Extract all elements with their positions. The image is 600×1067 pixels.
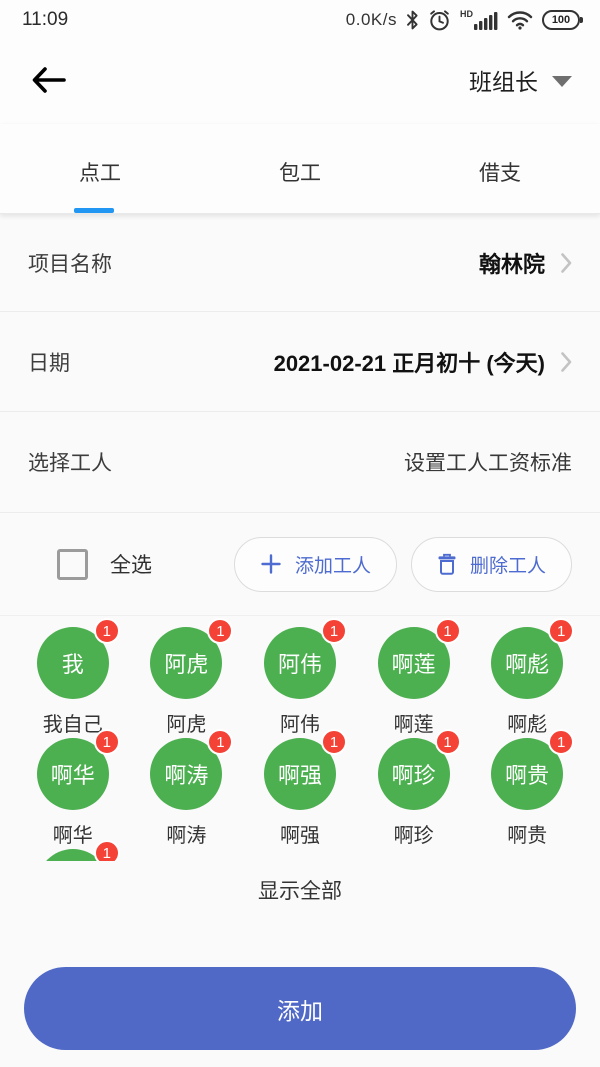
hd-badge: HD	[460, 9, 473, 19]
worker-chip[interactable]: 阿虎 1 阿虎	[130, 618, 244, 738]
worker-name: 我自己	[42, 714, 103, 736]
worker-chip[interactable]: 啊涛 1 啊涛	[130, 729, 244, 849]
chevron-right-icon	[561, 351, 572, 372]
project-name-value: 翰林院	[478, 251, 545, 277]
tab-loan[interactable]: 借支	[400, 124, 600, 213]
date-label: 日期	[28, 351, 70, 375]
chevron-down-icon	[552, 76, 572, 87]
add-submit-button[interactable]: 添加	[24, 967, 576, 1050]
tab-bar: 点工 包工 借支	[0, 124, 600, 214]
select-workers-row: 选择工人 设置工人工资标准	[0, 412, 600, 513]
status-icons: 0.0K/s HD	[345, 9, 583, 32]
cell-signal-icon: HD	[460, 9, 498, 31]
worker-avatar: 阿虎	[150, 627, 223, 699]
worker-avatar: 啊强	[263, 738, 336, 810]
status-bar: 11:09 0.0K/s HD	[0, 0, 600, 36]
chevron-right-icon	[561, 252, 572, 273]
delete-worker-button[interactable]: 删除工人	[410, 536, 572, 592]
worker-name: 啊强	[279, 825, 320, 847]
tab-label: 点工	[79, 162, 121, 185]
date-value: 2021-02-21 正月初十 (今天)	[273, 350, 545, 376]
worker-badge: 1	[434, 618, 461, 644]
bluetooth-icon	[406, 9, 419, 31]
worker-name: 啊华	[52, 825, 93, 847]
alarm-icon	[428, 9, 451, 32]
worker-name: 阿伟	[279, 714, 320, 736]
worker-name: 阿虎	[166, 714, 207, 736]
worker-avatar: 我	[36, 627, 109, 699]
tab-hourly-work[interactable]: 点工	[0, 124, 200, 213]
select-workers-label: 选择工人	[28, 452, 112, 475]
add-worker-label: 添加工人	[294, 555, 371, 577]
project-name-row[interactable]: 项目名称 翰林院	[0, 214, 600, 312]
battery-icon: 100	[542, 10, 583, 30]
wifi-icon	[507, 10, 533, 30]
back-arrow-icon	[32, 67, 66, 93]
tab-label: 借支	[479, 162, 521, 185]
worker-chip[interactable]: 阿伟 1 阿伟	[243, 618, 357, 738]
network-speed: 0.0K/s	[345, 10, 397, 29]
project-name-label: 项目名称	[28, 252, 112, 276]
worker-actions: 添加工人 删除工人	[233, 536, 572, 592]
role-label: 班组长	[469, 69, 538, 95]
trash-icon	[438, 553, 456, 575]
worker-badge: 1	[93, 729, 120, 755]
worker-badge: 1	[434, 729, 461, 755]
worker-badge: 1	[548, 729, 575, 755]
worker-avatar: 啊珍	[377, 738, 450, 810]
worker-badge: 1	[320, 729, 347, 755]
worker-name: 啊珍	[393, 825, 434, 847]
worker-chip[interactable]: 啊莲 1 啊莲	[357, 618, 471, 738]
delete-worker-label: 删除工人	[469, 555, 546, 577]
worker-name: 啊莲	[393, 714, 434, 736]
worker-grid: 我 1 我自己 阿虎 1 阿虎 阿伟 1 阿伟 啊莲 1 啊莲 啊彪 1 啊彪 …	[0, 616, 600, 861]
worker-chip[interactable]: 啊彪 1 啊彪	[470, 618, 584, 738]
select-all-label: 全选	[110, 554, 152, 577]
app-header: 班组长	[0, 36, 600, 124]
worker-name: 啊涛	[166, 825, 207, 847]
worker-badge: 1	[548, 618, 575, 644]
worker-badge: 1	[320, 618, 347, 644]
active-tab-indicator	[74, 208, 114, 213]
tab-contract-work[interactable]: 包工	[200, 124, 400, 213]
worker-avatar: 阿伟	[263, 627, 336, 699]
worker-chip[interactable]: 我 1 我自己	[16, 618, 130, 738]
worker-chip-clipped[interactable]: 1	[16, 840, 130, 861]
worker-chip[interactable]: 啊强 1 啊强	[243, 729, 357, 849]
role-selector-dropdown[interactable]: 班组长	[469, 63, 572, 97]
tab-label: 包工	[279, 162, 321, 185]
wage-standard-link[interactable]: 设置工人工资标准	[404, 452, 572, 475]
worker-chip[interactable]: 啊贵 1 啊贵	[470, 729, 584, 849]
add-worker-button[interactable]: 添加工人	[233, 536, 397, 592]
plus-icon	[261, 554, 281, 574]
selection-toolbar: 全选 添加工人 删除工人	[0, 513, 600, 616]
worker-chip[interactable]: 啊华 1 啊华	[16, 729, 130, 849]
worker-badge: 1	[93, 840, 120, 861]
worker-chip[interactable]: 啊珍 1 啊珍	[357, 729, 471, 849]
back-button[interactable]	[30, 58, 74, 102]
worker-name: 啊贵	[507, 825, 548, 847]
show-all-button[interactable]: 显示全部	[258, 880, 342, 903]
select-all-checkbox[interactable]	[57, 548, 88, 580]
worker-name: 啊彪	[507, 714, 548, 736]
date-row[interactable]: 日期 2021-02-21 正月初十 (今天)	[0, 312, 600, 412]
worker-badge: 1	[207, 729, 234, 755]
worker-badge: 1	[93, 618, 120, 644]
worker-badge: 1	[207, 618, 234, 644]
status-time: 11:09	[22, 9, 69, 30]
